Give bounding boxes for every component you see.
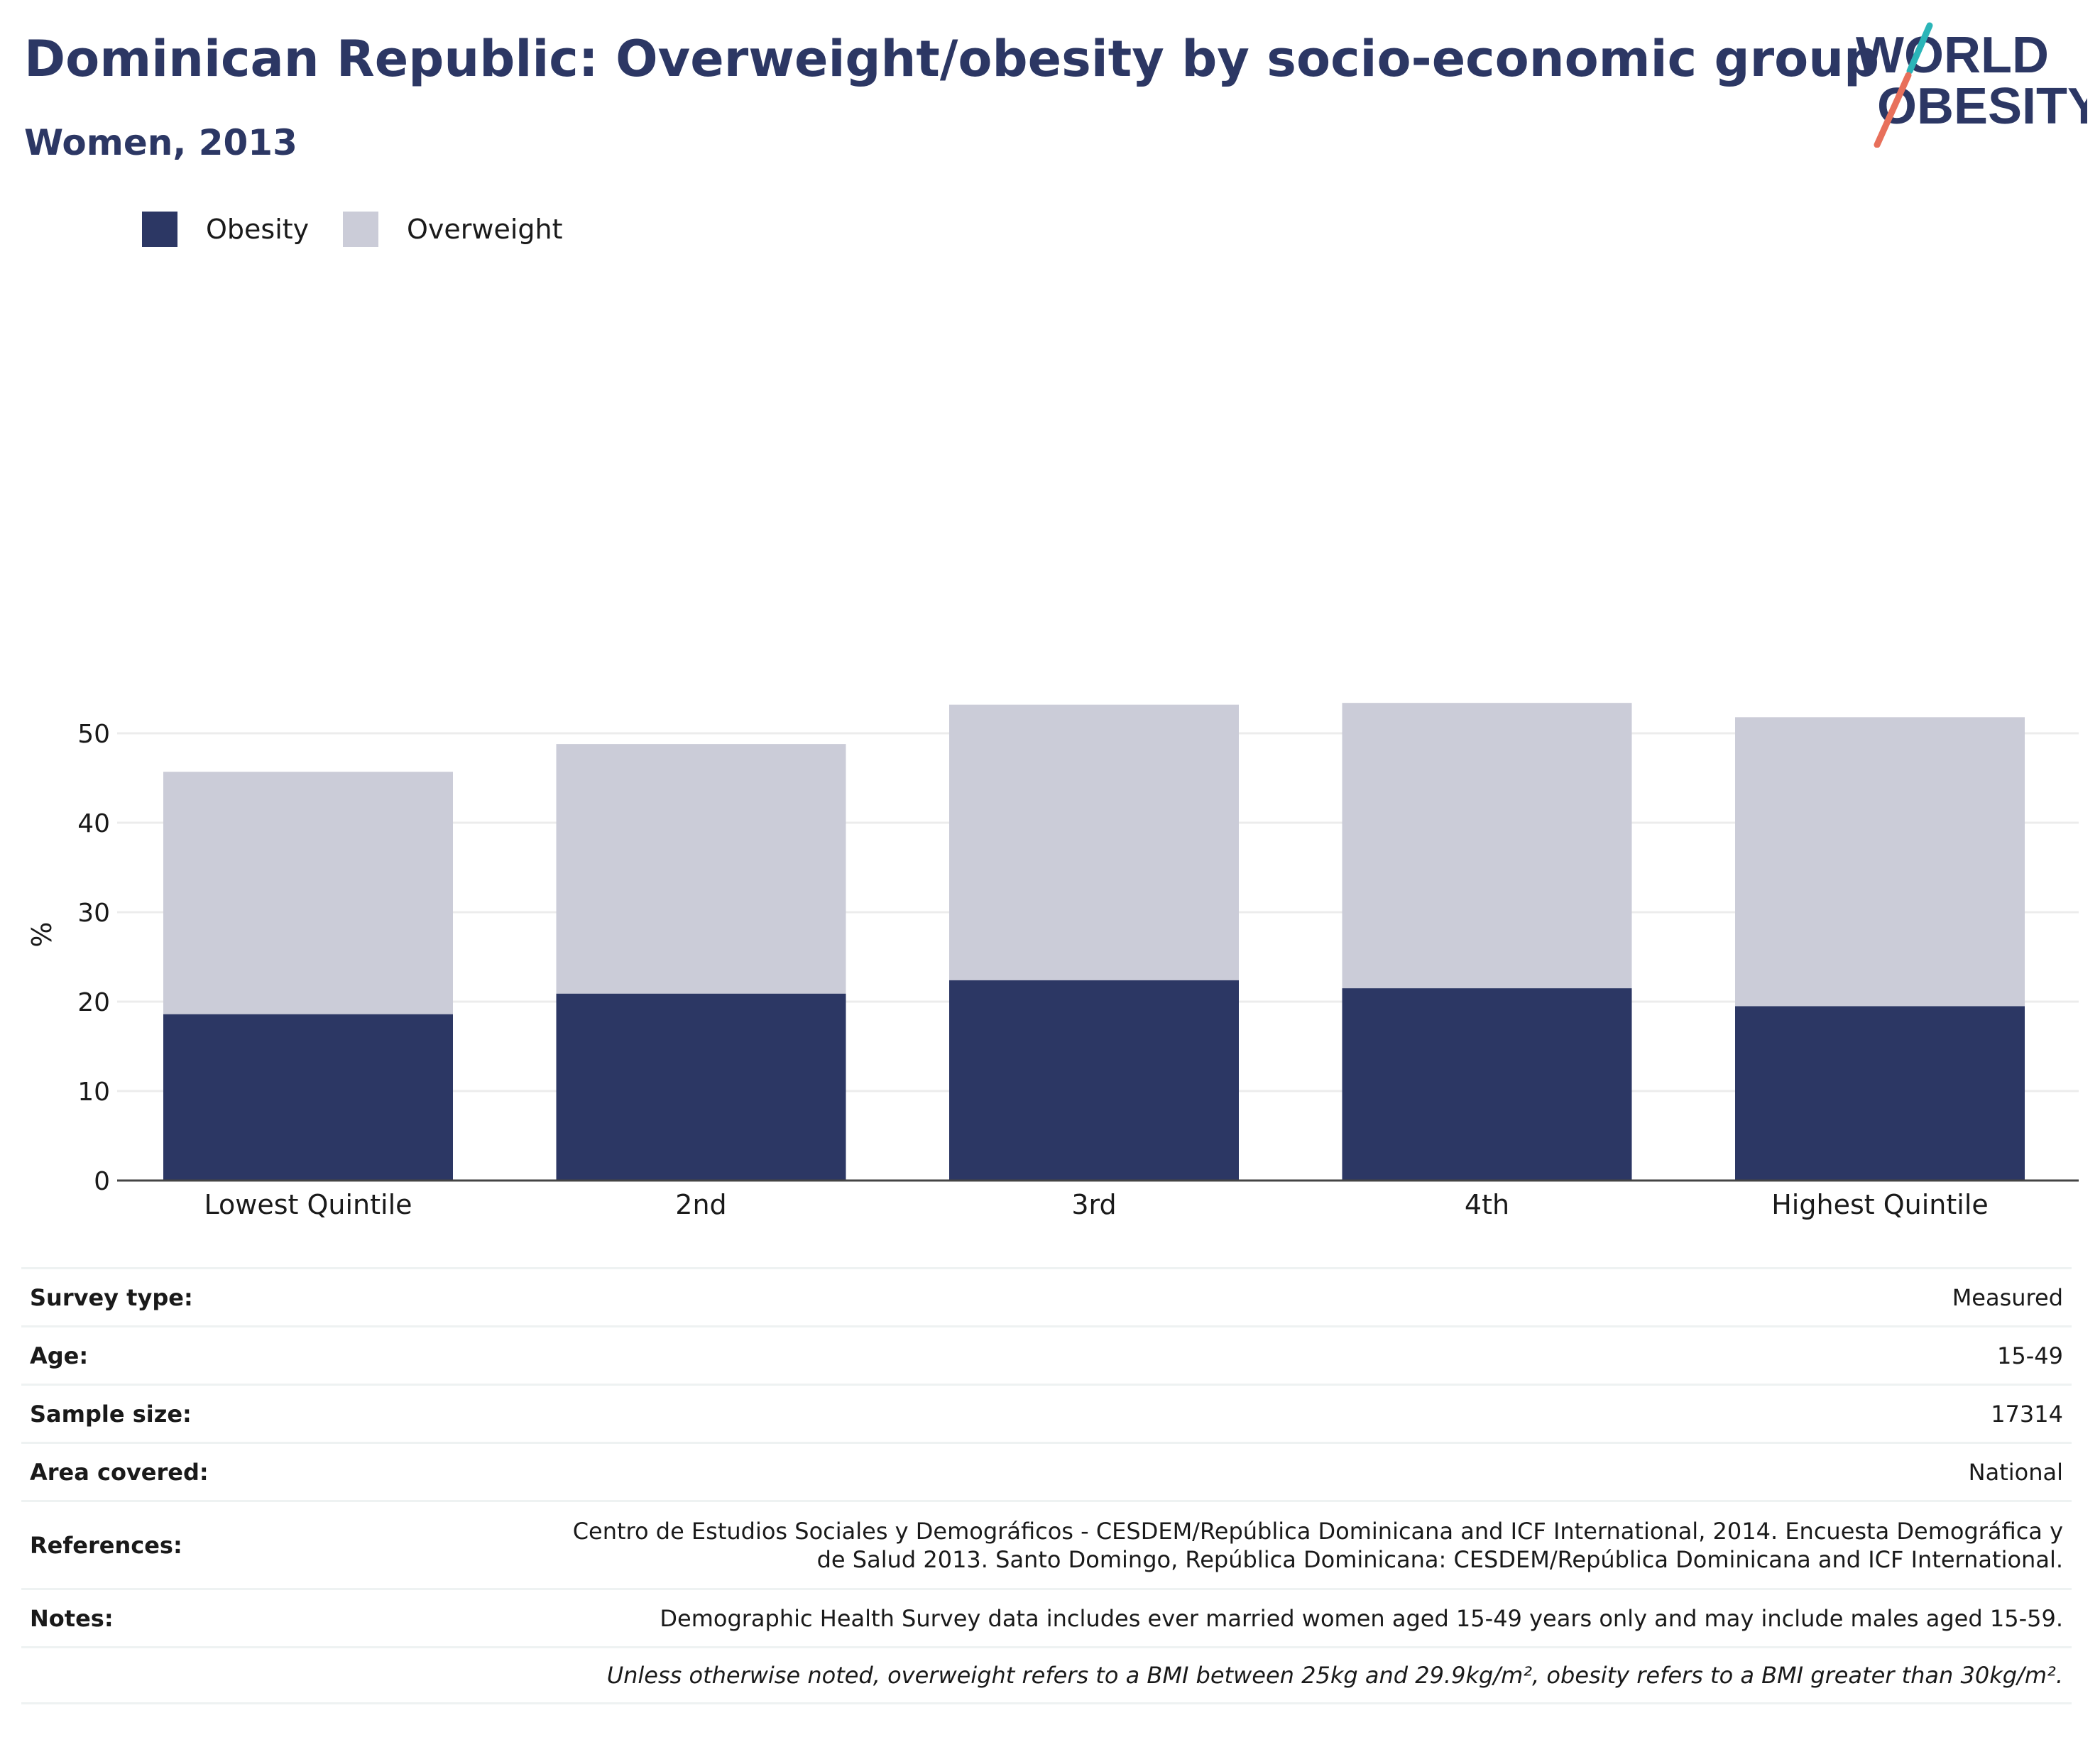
y-tick-label: 20 (77, 988, 110, 1017)
info-value: Measured (1952, 1283, 2063, 1311)
info-label: Sample size: (30, 1400, 192, 1428)
info-row: Survey type: Measured (21, 1267, 2072, 1325)
x-tick-label: 4th (1465, 1189, 1509, 1220)
legend-item-overweight: Overweight (343, 212, 563, 247)
legend-item-obesity: Obesity (142, 212, 309, 247)
x-tick-label: Highest Quintile (1771, 1189, 1989, 1220)
logo-slash-coral (1874, 72, 1912, 148)
y-tick-label: 0 (94, 1167, 110, 1196)
info-label: References: (30, 1531, 182, 1559)
info-value: 17314 (1991, 1400, 2063, 1428)
y-tick-label: 50 (77, 720, 110, 749)
bar-obesity (1342, 988, 1632, 1181)
y-tick-label: 40 (77, 809, 110, 838)
world-obesity-logo: WORLD OBESITY (1856, 22, 2087, 148)
info-row-footnote: Unless otherwise noted, overweight refer… (21, 1646, 2072, 1704)
info-value: Centro de Estudios Sociales y Demográfic… (572, 1517, 2063, 1573)
bar-overweight (949, 704, 1239, 980)
logo-line2: OBESITY (1877, 78, 2087, 135)
info-label: Area covered: (30, 1458, 209, 1486)
bar-obesity (556, 993, 846, 1181)
info-row: Area covered: National (21, 1442, 2072, 1500)
bar-overweight (1735, 717, 2025, 1007)
page-subtitle: Women, 2013 (24, 122, 297, 163)
info-row: References: Centro de Estudios Sociales y… (21, 1500, 2072, 1588)
info-value: 15-49 (1997, 1342, 2063, 1369)
y-tick-label: 10 (77, 1078, 110, 1107)
bar-obesity (949, 980, 1239, 1181)
bar-chart: 0 10 20 30 40 50% Lowest Quintile 2nd 3rd 4th High… (26, 703, 2079, 1220)
info-value: Demographic Health Survey data includes … (660, 1604, 2063, 1632)
x-tick-label: 3rd (1071, 1189, 1116, 1220)
info-label: Notes: (30, 1604, 114, 1632)
logo-slash-teal (1906, 22, 1933, 75)
info-value: National (1968, 1458, 2063, 1486)
legend-swatch-overweight (343, 212, 378, 247)
legend-swatch-obesity (142, 212, 177, 247)
y-tick-label: 30 (77, 899, 110, 928)
legend-label-overweight: Overweight (407, 214, 563, 245)
footnote: Unless otherwise noted, overweight refer… (606, 1662, 2063, 1689)
info-row: Notes: Demographic Health Survey data inc… (21, 1588, 2072, 1646)
legend-label-obesity: Obesity (206, 214, 310, 245)
page-title: Dominican Republic: Overweight/obesity b… (24, 30, 1880, 88)
bar-overweight (1342, 703, 1632, 989)
x-tick-label: Lowest Quintile (204, 1189, 412, 1220)
info-row: Age: 15-49 (21, 1325, 2072, 1384)
y-axis-label: % (26, 921, 58, 947)
logo-line1: WORLD (1856, 27, 2049, 84)
bar-obesity (163, 1014, 453, 1181)
x-tick-label: 2nd (675, 1189, 726, 1220)
survey-info-table: Survey type: Measured Age: 15-49 Sample size… (21, 1267, 2072, 1704)
info-row: Sample size: 17314 (21, 1384, 2072, 1442)
bar-obesity (1735, 1006, 2025, 1181)
info-label: Survey type: (30, 1283, 193, 1311)
bar-overweight (556, 744, 846, 994)
bar-overweight (163, 772, 453, 1014)
info-label: Age: (30, 1342, 89, 1369)
